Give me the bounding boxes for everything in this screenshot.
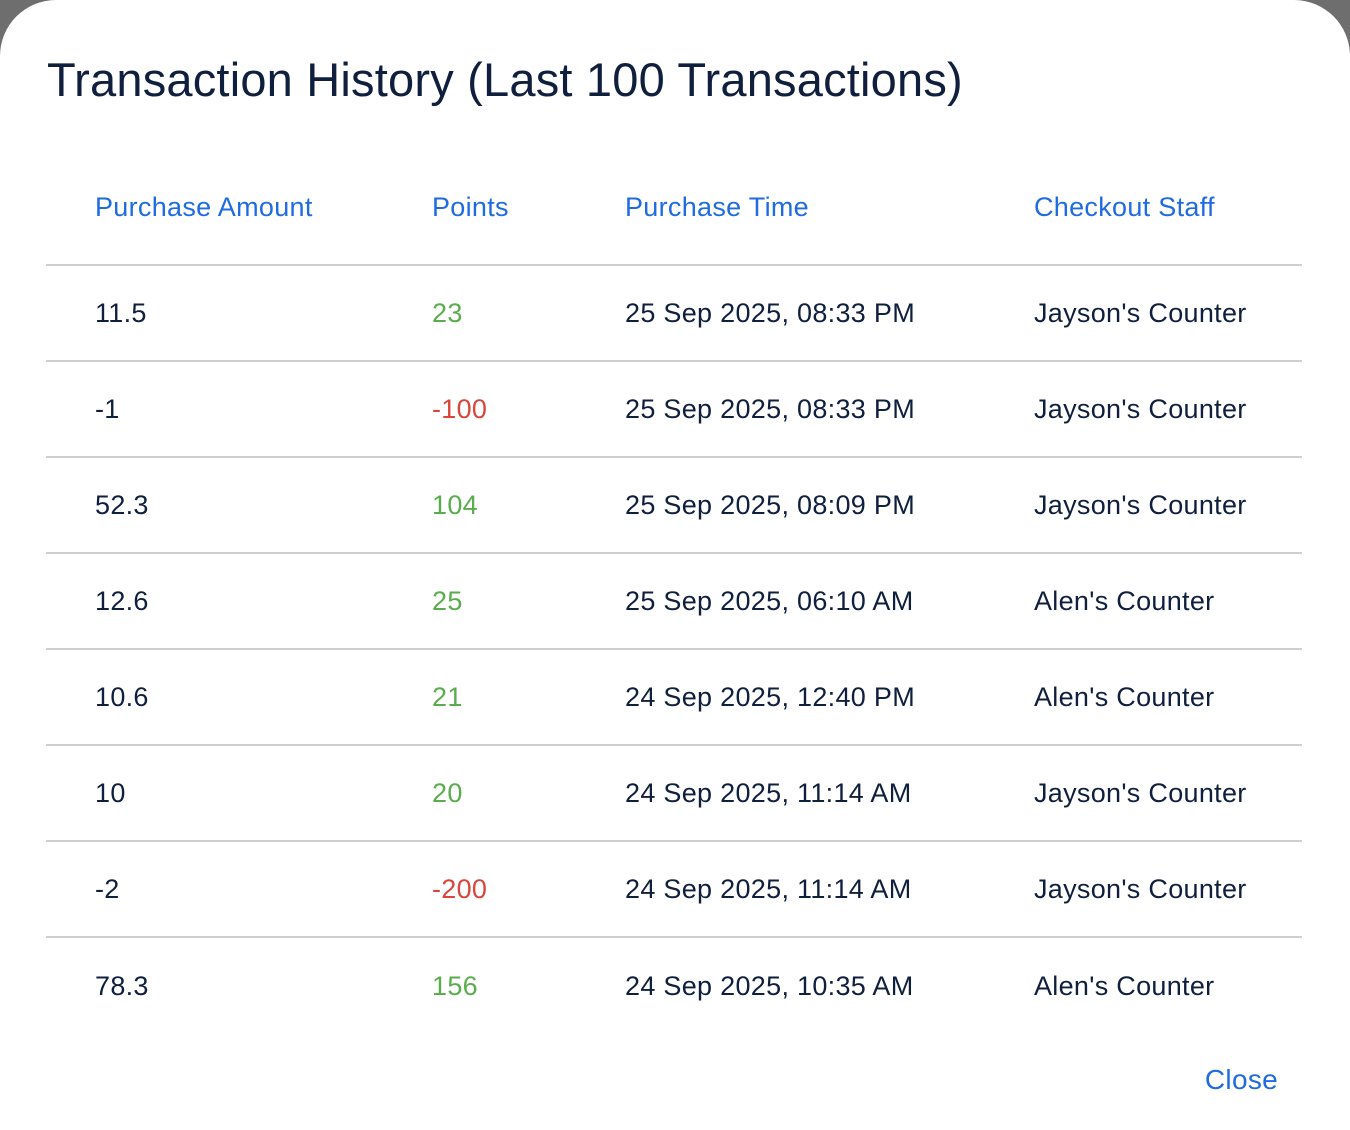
points-cell: -100	[432, 393, 488, 424]
purchase-amount-cell: -2	[95, 873, 120, 904]
purchase-amount-cell: 12.6	[95, 585, 149, 616]
purchase-time-cell: 24 Sep 2025, 10:35 AM	[625, 970, 914, 1001]
column-header-points[interactable]: Points	[432, 192, 509, 222]
points-cell: 20	[432, 777, 463, 808]
checkout-staff-cell: Alen's Counter	[1034, 970, 1215, 1001]
table-row: -1 -100 25 Sep 2025, 08:33 PM Jayson's C…	[46, 362, 1302, 458]
checkout-staff-cell: Alen's Counter	[1034, 681, 1215, 712]
checkout-staff-cell: Jayson's Counter	[1034, 489, 1247, 520]
purchase-time-cell: 24 Sep 2025, 11:14 AM	[625, 873, 912, 904]
checkout-staff-cell: Jayson's Counter	[1034, 777, 1247, 808]
purchase-amount-cell: 52.3	[95, 489, 149, 520]
points-cell: -200	[432, 873, 488, 904]
table-header-row: Purchase Amount Points Purchase Time Che…	[46, 160, 1302, 266]
points-cell: 23	[432, 297, 463, 328]
table-row: 10.6 21 24 Sep 2025, 12:40 PM Alen's Cou…	[46, 650, 1302, 746]
purchase-amount-cell: -1	[95, 393, 120, 424]
transaction-table: Purchase Amount Points Purchase Time Che…	[46, 160, 1302, 1034]
checkout-staff-cell: Alen's Counter	[1034, 585, 1215, 616]
column-header-purchase-time[interactable]: Purchase Time	[625, 192, 809, 222]
checkout-staff-cell: Jayson's Counter	[1034, 873, 1247, 904]
points-cell: 156	[432, 970, 478, 1001]
purchase-time-cell: 25 Sep 2025, 08:33 PM	[625, 297, 916, 328]
table-row: 10 20 24 Sep 2025, 11:14 AM Jayson's Cou…	[46, 746, 1302, 842]
purchase-time-cell: 25 Sep 2025, 08:33 PM	[625, 393, 916, 424]
purchase-amount-cell: 10.6	[95, 681, 149, 712]
purchase-time-cell: 24 Sep 2025, 12:40 PM	[625, 681, 916, 712]
table-row: 11.5 23 25 Sep 2025, 08:33 PM Jayson's C…	[46, 266, 1302, 362]
purchase-time-cell: 24 Sep 2025, 11:14 AM	[625, 777, 912, 808]
table-row: 12.6 25 25 Sep 2025, 06:10 AM Alen's Cou…	[46, 554, 1302, 650]
points-cell: 21	[432, 681, 463, 712]
table-row: 78.3 156 24 Sep 2025, 10:35 AM Alen's Co…	[46, 938, 1302, 1034]
checkout-staff-cell: Jayson's Counter	[1034, 297, 1247, 328]
column-header-checkout-staff[interactable]: Checkout Staff	[1034, 192, 1215, 222]
points-cell: 25	[432, 585, 463, 616]
purchase-amount-cell: 78.3	[95, 970, 149, 1001]
purchase-amount-cell: 10	[95, 777, 126, 808]
column-header-purchase-amount[interactable]: Purchase Amount	[95, 192, 313, 222]
purchase-time-cell: 25 Sep 2025, 08:09 PM	[625, 489, 916, 520]
close-button[interactable]: Close	[1205, 1060, 1278, 1100]
points-cell: 104	[432, 489, 478, 520]
table-row: 52.3 104 25 Sep 2025, 08:09 PM Jayson's …	[46, 458, 1302, 554]
purchase-time-cell: 25 Sep 2025, 06:10 AM	[625, 585, 914, 616]
dialog-title: Transaction History (Last 100 Transactio…	[47, 53, 963, 106]
purchase-amount-cell: 11.5	[95, 297, 147, 328]
table-row: -2 -200 24 Sep 2025, 11:14 AM Jayson's C…	[46, 842, 1302, 938]
checkout-staff-cell: Jayson's Counter	[1034, 393, 1247, 424]
